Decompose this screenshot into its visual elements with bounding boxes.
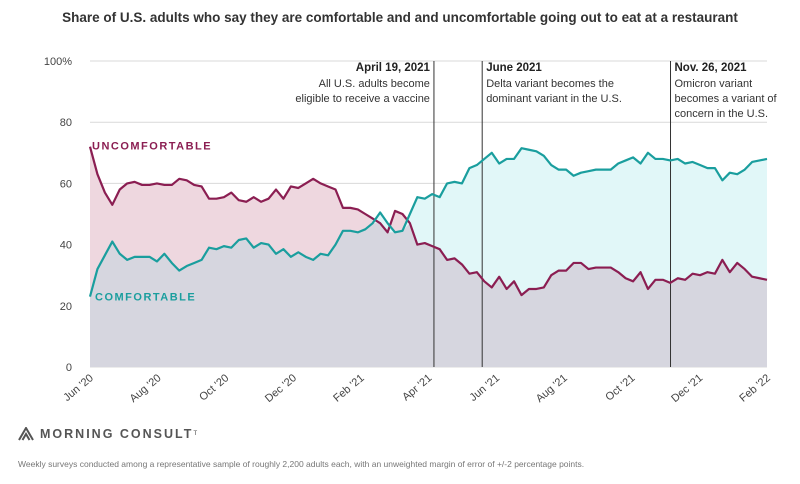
annotation-title-3: Nov. 26, 2021 — [675, 62, 748, 74]
chart-title: Share of U.S. adults who say they are co… — [62, 10, 738, 25]
uncomfortable-series-label: UNCOMFORTABLE — [92, 141, 212, 153]
y-tick-label: 100% — [44, 56, 72, 68]
brand-trademark: ᵀ — [193, 429, 198, 439]
annotation-title-2: June 2021 — [486, 62, 542, 74]
x-tick-label: Feb '22 — [737, 372, 773, 405]
x-tick-label: Jun '20 — [61, 372, 96, 404]
y-tick-label: 60 — [60, 178, 72, 190]
annotation-text-3: becomes a variant of — [675, 93, 778, 105]
x-tick-label: Apr '21 — [400, 372, 434, 403]
chart-plot: 0 20 40 60 80 100% UNCOMFORTABLE COMFORTABLE Apr… — [44, 56, 778, 405]
annotation-text-1: eligible to receive a vaccine — [295, 93, 430, 105]
x-tick-label: Dec '20 — [263, 372, 299, 405]
x-tick-label: Jun '21 — [467, 372, 502, 404]
annotation-text-1: All U.S. adults become — [319, 78, 430, 90]
x-tick-label: Oct '20 — [197, 372, 231, 403]
x-tick-label: Dec '21 — [669, 372, 705, 405]
x-tick-label: Aug '20 — [128, 372, 164, 405]
comfortable-series-label: COMFORTABLE — [95, 292, 196, 304]
annotation-text-3: concern in the U.S. — [675, 108, 769, 120]
overlap-area — [90, 223, 767, 367]
x-tick-label: Feb '21 — [331, 372, 367, 405]
annotation-text-3: Omicron variant — [675, 78, 753, 90]
y-tick-label: 80 — [60, 117, 72, 129]
y-tick-label: 0 — [66, 362, 72, 374]
comfortable-line — [88, 147, 768, 297]
footnote: Weekly surveys conducted among a represe… — [18, 459, 585, 469]
brand-name: MORNING CONSULT — [40, 427, 194, 441]
brand-logo: MORNING CONSULT ᵀ — [18, 427, 197, 441]
annotation-title-1: April 19, 2021 — [356, 62, 431, 74]
annotation-text-2: dominant variant in the U.S. — [486, 93, 622, 105]
y-tick-label: 20 — [60, 301, 72, 313]
x-tick-label: Aug '21 — [534, 372, 570, 405]
uncomfortable-line — [88, 146, 768, 297]
y-tick-label: 40 — [60, 240, 72, 252]
annotation-text-2: Delta variant becomes the — [486, 78, 614, 90]
morning-consult-mark-icon — [18, 427, 34, 441]
x-tick-label: Oct '21 — [603, 372, 637, 403]
